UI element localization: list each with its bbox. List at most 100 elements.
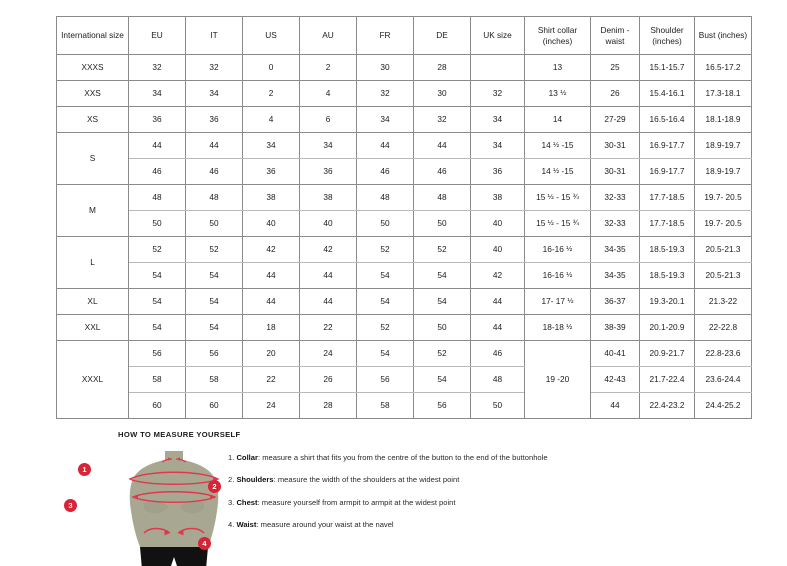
cell-international-size: XS: [56, 106, 129, 133]
cell-shirt-collar: 13: [524, 54, 591, 81]
cell-shirt-collar: 17- 17 ½: [524, 288, 591, 315]
cell-us: 18: [242, 314, 300, 341]
cell-shirt-collar: 13 ½: [524, 80, 591, 107]
cell-shirt-collar: 19 -20: [524, 340, 591, 419]
cell-eu: 54: [128, 262, 186, 289]
cell-shirt-collar: 16-16 ½: [524, 262, 591, 289]
step-text: : measure around your waist at the navel: [256, 520, 394, 530]
cell-shirt-collar: 14: [524, 106, 591, 133]
cell-de: 30: [413, 80, 471, 107]
cell-eu: 36: [128, 106, 186, 133]
cell-it: 60: [185, 392, 243, 419]
table-body: XXXS 32 32 0 2 30 28 13 25 15.1-15.7 16.5-17.2 XXS 3…: [56, 54, 752, 419]
cell-shoulder: 20.1-20.9: [639, 314, 695, 341]
cell-shoulder: 22.4-23.2: [639, 392, 695, 419]
cell-us: 36: [242, 158, 300, 185]
cell-shoulder: 19.3-20.1: [639, 288, 695, 315]
table-row: 60 60 24 28 58 56 50 44 22.4-23.2 24.4-25.2: [57, 392, 752, 419]
table-row: XS 36 36 4 6 34 32 34 14 27-29 16.5-16.4 18.1-18.9: [56, 106, 752, 133]
cell-it: 44: [185, 132, 243, 159]
table-row: S 44 44 34 34 44 44 34 14 ½ -15 30-31 16.9-17.7 18.…: [56, 132, 752, 185]
table-row: 46 46 36 36 46 46 36 14 ½ -15 30-31 16.9-17.7 18.9…: [57, 158, 752, 185]
col-header-us: US: [242, 16, 300, 55]
col-header-eu: EU: [128, 16, 186, 55]
cell-us: 20: [242, 340, 300, 367]
cell-de: 46: [413, 158, 471, 185]
measure-step-4: 4. Waist: measure around your waist at t…: [228, 520, 748, 530]
cell-au: 44: [299, 262, 357, 289]
col-header-international-size: International size: [56, 16, 129, 55]
cell-au: 26: [299, 366, 357, 393]
measure-step-1: 1. Collar: measure a shirt that fits you…: [228, 453, 748, 463]
cell-denim-waist: 34-35: [590, 236, 640, 263]
cell-eu: 58: [128, 366, 186, 393]
cell-eu: 48: [128, 184, 186, 211]
size-table-container: International size EU IT US AU FR DE UK …: [56, 16, 752, 419]
cell-de: 32: [413, 106, 471, 133]
cell-international-size: XXS: [56, 80, 129, 107]
measure-steps-list: 1. Collar: measure a shirt that fits you…: [228, 453, 748, 542]
size-table: International size EU IT US AU FR DE UK …: [56, 16, 752, 419]
cell-denim-waist: 38-39: [590, 314, 640, 341]
cell-uk-size: 40: [470, 210, 525, 237]
cell-denim-waist: 34-35: [590, 262, 640, 289]
cell-fr: 46: [356, 158, 414, 185]
cell-au: 42: [299, 236, 357, 263]
cell-eu: 44: [128, 132, 186, 159]
measure-step-2: 2. Shoulders: measure the width of the s…: [228, 475, 748, 485]
cell-au: 44: [299, 288, 357, 315]
cell-au: 2: [299, 54, 357, 81]
torso-illustration: [128, 451, 220, 566]
cell-bust: 20.5-21.3: [694, 236, 752, 263]
cell-au: 6: [299, 106, 357, 133]
how-to-measure-section: HOW TO MEASURE YOURSELF: [56, 430, 756, 566]
cell-eu: 56: [128, 340, 186, 367]
cell-us: 38: [242, 184, 300, 211]
cell-us: 44: [242, 262, 300, 289]
how-to-measure-title: HOW TO MEASURE YOURSELF: [118, 430, 241, 439]
cell-shoulder: 16.9-17.7: [639, 132, 695, 159]
cell-it: 50: [185, 210, 243, 237]
cell-eu: 46: [128, 158, 186, 185]
cell-shoulder: 16.9-17.7: [639, 158, 695, 185]
cell-fr: 34: [356, 106, 414, 133]
cell-de: 28: [413, 54, 471, 81]
cell-au: 36: [299, 158, 357, 185]
cell-us: 34: [242, 132, 300, 159]
step-number: 3.: [228, 497, 237, 507]
cell-bust: 16.5-17.2: [694, 54, 752, 81]
cell-de: 50: [413, 314, 471, 341]
cell-it: 54: [185, 262, 243, 289]
cell-bust: 17.3-18.1: [694, 80, 752, 107]
table-row: XL 54 54 44 44 54 54 44 17- 17 ½ 36-37 19.3-20.1 21…: [56, 288, 752, 315]
cell-fr: 54: [356, 288, 414, 315]
cell-eu: 54: [128, 288, 186, 315]
cell-uk-size: 38: [470, 184, 525, 211]
cell-us: 24: [242, 392, 300, 419]
cell-shirt-collar: 15 ½ - 15 ¾: [524, 210, 591, 237]
cell-shirt-collar: 16-16 ½: [524, 236, 591, 263]
cell-us: 44: [242, 288, 300, 315]
cell-denim-waist: 25: [590, 54, 640, 81]
step-number: 2.: [228, 475, 237, 485]
cell-fr: 54: [356, 340, 414, 367]
measure-step-3: 3. Chest: measure yourself from armpit t…: [228, 498, 748, 508]
cell-fr: 54: [356, 262, 414, 289]
cell-denim-waist: 36-37: [590, 288, 640, 315]
cell-fr: 52: [356, 314, 414, 341]
col-header-bust: Bust (inches): [694, 16, 752, 55]
step-number: 4.: [228, 520, 237, 530]
cell-de: 44: [413, 132, 471, 159]
cell-uk-size: 40: [470, 236, 525, 263]
measure-badge-1-icon: 1: [78, 463, 91, 476]
cell-us: 40: [242, 210, 300, 237]
cell-denim-waist: 26: [590, 80, 640, 107]
cell-it: 52: [185, 236, 243, 263]
cell-shoulder: 15.4-16.1: [639, 80, 695, 107]
cell-denim-waist: 30-31: [590, 158, 640, 185]
cell-de: 52: [413, 340, 471, 367]
cell-de: 48: [413, 184, 471, 211]
how-to-measure-body: 1 2 3 4 1. Collar: measure a shirt that …: [56, 445, 756, 566]
cell-bust: 22.8-23.6: [694, 340, 752, 367]
cell-eu: 32: [128, 54, 186, 81]
